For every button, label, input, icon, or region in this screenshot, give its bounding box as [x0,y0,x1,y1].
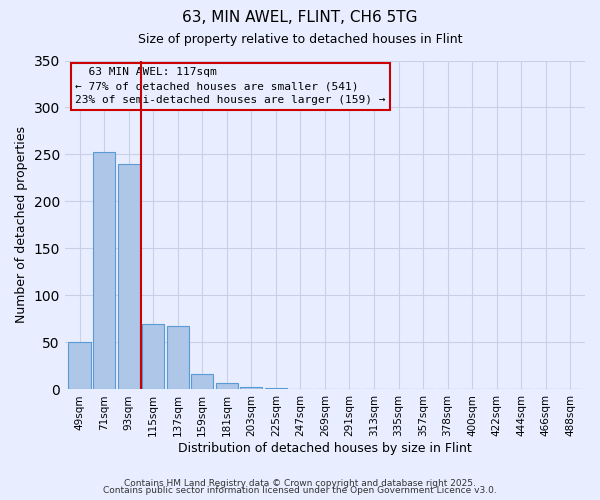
Bar [142,324,164,390]
Bar [118,164,140,390]
X-axis label: Distribution of detached houses by size in Flint: Distribution of detached houses by size … [178,442,472,455]
Text: Contains HM Land Registry data © Crown copyright and database right 2025.: Contains HM Land Registry data © Crown c… [124,478,476,488]
Bar [240,386,262,390]
Bar [191,374,213,390]
Y-axis label: Number of detached properties: Number of detached properties [15,126,28,324]
Bar [167,326,189,390]
Bar [68,342,91,390]
Bar [265,388,287,390]
Bar [216,383,238,390]
Text: Contains public sector information licensed under the Open Government Licence v3: Contains public sector information licen… [103,486,497,495]
Text: 63 MIN AWEL: 117sqm
← 77% of detached houses are smaller (541)
23% of semi-detac: 63 MIN AWEL: 117sqm ← 77% of detached ho… [75,67,386,105]
Bar [93,152,115,390]
Text: Size of property relative to detached houses in Flint: Size of property relative to detached ho… [138,32,462,46]
Text: 63, MIN AWEL, FLINT, CH6 5TG: 63, MIN AWEL, FLINT, CH6 5TG [182,10,418,25]
